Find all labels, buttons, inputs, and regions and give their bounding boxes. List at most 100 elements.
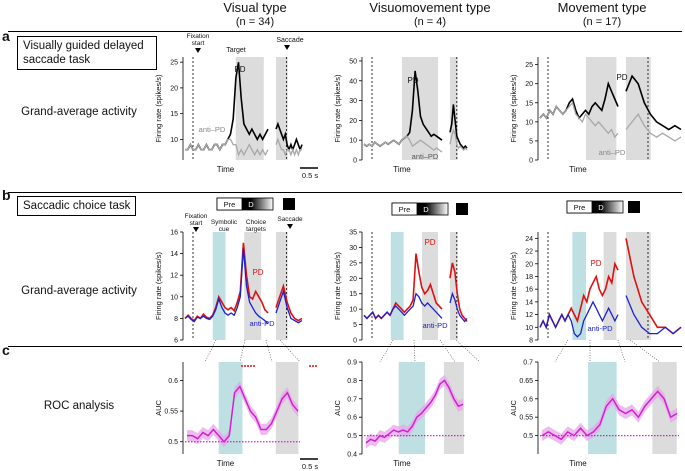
a-visual-ytick-label-1: 15 <box>170 111 178 118</box>
a-movement-ytick-label-0: 0 <box>529 158 533 165</box>
c-movement-ytick-label-1: 0.55 <box>519 415 533 422</box>
c-visual-ytick-label-0: 0.5 <box>168 439 178 446</box>
b-movement-epoch-shade-0 <box>572 232 586 340</box>
b-movement-series-anti-pd-seg1 <box>625 295 682 335</box>
b-visuomovement-ytick-label-3: 15 <box>349 291 357 298</box>
b-visuomovement-pd-label: PD <box>424 238 435 247</box>
header-movement: Movement type (n = 17) <box>522 0 682 30</box>
header-visual: Visual type (n = 34) <box>175 0 335 30</box>
c-visual-sig-dot-3 <box>250 365 252 367</box>
a-saccade-arrow-icon <box>284 45 290 50</box>
b-choice-label-1: Choice <box>246 219 267 226</box>
b-movement-ytick-label-7: 22 <box>525 249 533 256</box>
b-movement-ytick-label-2: 12 <box>525 312 533 319</box>
b-visuomovement-series-anti-pd-seg1 <box>449 291 468 323</box>
a-visuomovement-ytick-label-1: 10 <box>349 138 357 145</box>
header-movement-n: (n = 17) <box>582 16 622 28</box>
c-movement-epoch-shade-0 <box>588 362 617 454</box>
panel-letter-a: a <box>2 28 10 44</box>
c-visual-sig-dot-1 <box>244 365 246 367</box>
a-visual-antipd-label: anti–PD <box>199 125 226 134</box>
a-visual-ytick-label-2: 20 <box>170 85 178 92</box>
a-visuomovement-ytick-label-2: 20 <box>349 118 357 125</box>
b-visual-pd-label: PD <box>252 268 263 277</box>
a-visuomovement-ytick-label-3: 30 <box>349 98 357 105</box>
c-visuomovement-ylabel: AUC <box>333 400 342 416</box>
b-visuomovement-antipd-label: anti-PD <box>422 321 448 330</box>
row-label-b: Grand-average activity <box>21 285 137 297</box>
a-movement-ytick-label-2: 10 <box>525 119 533 126</box>
section-b-rule <box>8 192 682 193</box>
header-movement-title: Movement type <box>557 0 647 15</box>
epoch-pre-box-2 <box>566 200 593 214</box>
a-visuomovement-ytick-label-0: 0 <box>353 158 357 165</box>
b-movement-ytick-label-6: 20 <box>525 261 533 268</box>
b-visual-series-pd-seg1 <box>275 283 303 322</box>
panel-letter-c: c <box>2 342 10 358</box>
c-movement-ytick-label-2: 0.6 <box>523 396 533 403</box>
section-a-rule <box>8 31 682 32</box>
a-movement-series-pd-seg1 <box>625 74 682 131</box>
c-visual-sig-dot-4 <box>253 365 255 367</box>
connector-1-3 <box>455 339 481 363</box>
b-visual-ytick-label-0: 6 <box>174 338 178 345</box>
epoch-pre-label-2: Pre <box>574 203 586 212</box>
c-visual-sig-dot-late-1 <box>312 365 314 367</box>
c-visual-ytick-label-2: 0.6 <box>168 378 178 385</box>
a-fixation-arrow-icon <box>195 48 201 53</box>
c-movement-ytick-label-0: 0.5 <box>523 433 533 440</box>
b-fixation-label-2: start <box>190 220 203 227</box>
connector-1-0 <box>379 339 394 363</box>
c-visual-sig-dot-2 <box>247 365 249 367</box>
a-visuomovement-ylabel: Firing rate (spikes/s) <box>333 74 342 142</box>
a-visual-series-anti-pd-seg1 <box>275 137 302 157</box>
c-visuomovement-auc-line <box>365 379 464 444</box>
c-scale-bar-label: 0.5 s <box>302 462 319 471</box>
epoch-saccade-box-1 <box>456 203 468 215</box>
c-movement-ylabel: AUC <box>509 400 518 416</box>
a-visual-epoch-shade-0 <box>235 57 264 160</box>
b-movement-ytick-label-1: 10 <box>525 325 533 332</box>
c-visual-sig-dot-late-0 <box>309 365 311 367</box>
b-movement-ytick-label-3: 14 <box>525 299 533 306</box>
connector-0-1 <box>239 339 246 363</box>
a-saccade-label: Saccade <box>276 37 303 44</box>
c-visuomovement-ytick-label-5: 0.9 <box>347 360 357 367</box>
connector-1-2 <box>439 339 456 363</box>
connector-0-0 <box>204 339 217 363</box>
row-label-c: ROC analysis <box>43 400 115 412</box>
c-visuomovement-ytick-label-4: 0.8 <box>347 378 357 385</box>
connector-2-0 <box>554 339 569 363</box>
b-visuomovement-ylabel: Firing rate (spikes/s) <box>333 252 342 320</box>
c-visuomovement-ytick-label-0: 0.4 <box>347 452 357 459</box>
b-visual-series-anti-pd-seg1 <box>275 289 303 324</box>
b-visual-antipd-label: anti-PD <box>249 319 275 328</box>
b-visuomovement-saccade-shade <box>450 232 458 340</box>
a-fixation-label-1: Fixation <box>187 33 210 40</box>
a-visuomovement-series-anti-pd-seg1 <box>449 128 468 152</box>
b-movement-ytick-label-5: 18 <box>525 274 533 281</box>
b-visual-series-anti-pd-seg0 <box>184 248 269 325</box>
epoch-saccade-box-0 <box>283 198 295 210</box>
epoch-pre-box-1 <box>391 202 418 216</box>
a-movement-ytick-label-1: 5 <box>529 138 533 145</box>
header-visuomovement: Visuomovement type (n = 4) <box>350 0 510 30</box>
a-fixation-label-2: start <box>192 40 205 47</box>
a-movement-ylabel: Firing rate (spikes/s) <box>509 74 518 142</box>
c-movement-auc-ci-band <box>542 385 677 445</box>
a-movement-series-anti-pd-seg1 <box>625 113 682 142</box>
a-scale-bar-label: 0.5 s <box>302 171 319 180</box>
c-visual-sig-dot-0 <box>241 365 243 367</box>
header-visual-title: Visual type <box>223 0 287 15</box>
section-c-rule <box>8 346 682 347</box>
connector-0-2 <box>265 339 273 363</box>
b-visuomovement-ytick-label-4: 20 <box>349 276 357 283</box>
b-visual-epoch-shade-0 <box>212 232 226 340</box>
row-label-a: Grand-average activity <box>21 106 137 118</box>
task-box-a: Visually guided delayed saccade task <box>17 36 157 70</box>
c-visual-auc-line <box>187 385 299 443</box>
a-movement-xlabel: Time <box>569 165 587 174</box>
a-visuomovement-xlabel: Time <box>393 165 411 174</box>
b-movement-ytick-label-8: 24 <box>525 236 533 243</box>
b-visual-epoch-shade-1 <box>244 232 262 340</box>
